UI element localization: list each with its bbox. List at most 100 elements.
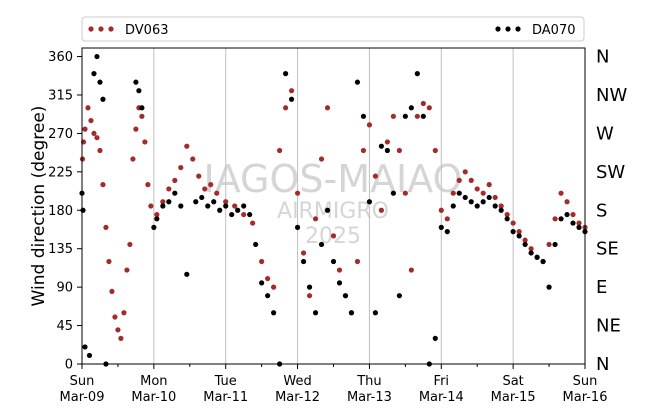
compass-label: E — [596, 277, 607, 298]
data-point-dv063 — [402, 190, 408, 196]
data-point-dv063 — [94, 135, 100, 141]
data-point-dv063 — [510, 220, 516, 226]
data-point-da070 — [235, 207, 241, 213]
data-point-da070 — [378, 143, 384, 149]
x-tick-day: Fri — [434, 374, 450, 389]
data-point-dv063 — [130, 156, 136, 162]
data-point-da070 — [247, 211, 253, 218]
data-point-da070 — [528, 250, 534, 256]
data-point-da070 — [271, 310, 277, 316]
data-point-da070 — [283, 71, 289, 77]
data-point-da070 — [498, 207, 504, 213]
compass-label: SW — [596, 162, 625, 183]
data-point-dv063 — [88, 117, 94, 124]
data-point-dv063 — [190, 156, 196, 162]
x-tick-date: Mar-14 — [419, 390, 464, 405]
data-point-da070 — [432, 335, 438, 341]
data-point-da070 — [205, 203, 211, 209]
data-point-dv063 — [366, 122, 373, 128]
data-point-da070 — [217, 207, 223, 213]
data-point-dv063 — [378, 207, 384, 213]
data-point-dv063 — [528, 246, 534, 252]
data-point-dv063 — [103, 224, 109, 230]
legend-marker-da070 — [495, 26, 521, 32]
data-point-da070 — [100, 96, 106, 102]
compass-label: N — [596, 47, 609, 68]
data-point-dv063 — [154, 211, 160, 218]
data-point-dv063 — [91, 130, 97, 137]
y-tick-label: 45 — [56, 319, 73, 334]
data-point-dv063 — [214, 190, 220, 196]
data-point-dv063 — [283, 105, 289, 111]
data-point-dv063 — [516, 229, 522, 235]
data-point-da070 — [265, 293, 271, 299]
data-point-dv063 — [121, 310, 127, 316]
data-point-da070 — [312, 310, 319, 316]
data-point-da070 — [166, 199, 172, 205]
data-point-dv063 — [106, 258, 112, 265]
data-point-da070 — [253, 241, 259, 248]
data-point-dv063 — [208, 182, 214, 188]
data-point-da070 — [564, 211, 570, 218]
compass-label: S — [596, 200, 607, 221]
data-point-dv063 — [504, 211, 510, 218]
data-point-dv063 — [450, 190, 456, 196]
y-tick-label: 135 — [48, 242, 73, 257]
data-point-dv063 — [318, 156, 325, 162]
data-point-da070 — [193, 199, 199, 205]
data-point-dv063 — [172, 177, 178, 183]
data-point-da070 — [486, 194, 492, 201]
data-point-da070 — [558, 216, 564, 222]
data-point-da070 — [492, 203, 498, 209]
data-point-dv063 — [223, 199, 229, 205]
data-point-dv063 — [498, 203, 504, 209]
data-point-dv063 — [570, 211, 576, 218]
data-point-dv063 — [324, 105, 331, 111]
data-point-dv063 — [202, 186, 208, 192]
data-point-da070 — [510, 229, 516, 235]
data-point-da070 — [384, 147, 390, 154]
data-point-dv063 — [522, 237, 528, 243]
data-point-dv063 — [82, 126, 88, 132]
data-point-da070 — [229, 211, 235, 218]
data-point-dv063 — [432, 147, 438, 154]
data-point-dv063 — [300, 250, 307, 256]
data-point-da070 — [330, 258, 337, 265]
data-point-dv063 — [414, 113, 420, 119]
legend: DV063 DA070 — [81, 16, 585, 42]
legend-label-dv063: DV063 — [125, 23, 169, 38]
data-point-da070 — [360, 113, 367, 119]
data-point-dv063 — [558, 190, 564, 196]
compass-label: N — [596, 354, 609, 375]
watermark-line-1: IAGOS-MAIAO — [204, 157, 463, 201]
data-point-dv063 — [277, 147, 283, 154]
data-point-dv063 — [390, 113, 396, 119]
data-point-dv063 — [250, 220, 256, 226]
data-point-da070 — [324, 207, 331, 213]
compass-label: SE — [596, 239, 619, 260]
data-point-dv063 — [145, 182, 151, 188]
data-point-da070 — [241, 203, 247, 209]
data-point-da070 — [420, 113, 426, 119]
legend-label-da070: DA070 — [532, 23, 576, 38]
data-point-dv063 — [444, 216, 450, 222]
data-point-da070 — [516, 233, 522, 239]
data-point-dv063 — [127, 241, 133, 248]
data-point-da070 — [86, 352, 93, 359]
data-point-da070 — [94, 53, 100, 60]
plot-area: IAGOS-MAIAO AIRMIGRO 2025 — [79, 47, 588, 367]
data-point-da070 — [468, 199, 474, 205]
data-point-dv063 — [142, 139, 148, 145]
data-point-da070 — [172, 190, 178, 196]
data-point-da070 — [160, 203, 166, 209]
data-point-dv063 — [360, 147, 367, 154]
x-tick-day: Sun — [573, 374, 598, 389]
data-point-da070 — [184, 271, 190, 277]
data-point-dv063 — [486, 182, 492, 188]
data-point-da070 — [223, 203, 229, 209]
series-dv063 — [79, 88, 588, 341]
data-point-dv063 — [259, 258, 265, 265]
data-point-da070 — [552, 241, 558, 248]
data-point-da070 — [91, 71, 97, 77]
